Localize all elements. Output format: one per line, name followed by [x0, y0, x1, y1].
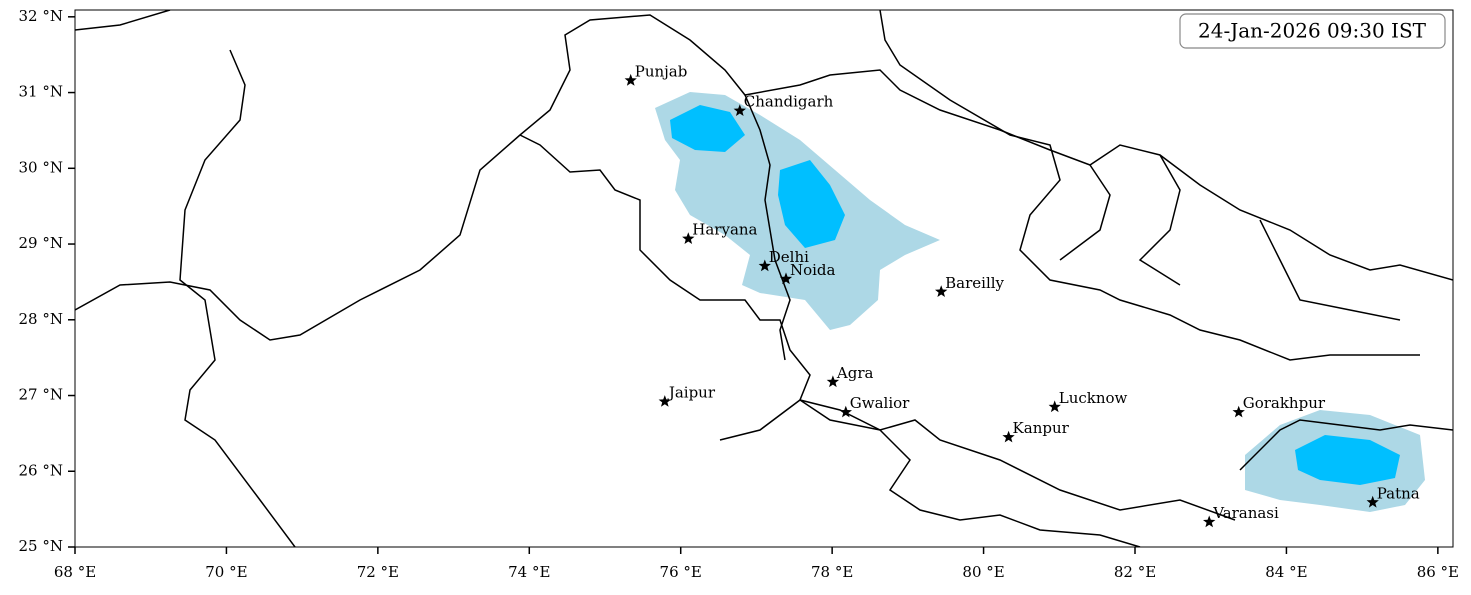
y-tick-label: 27 °N	[19, 386, 63, 404]
precipitation	[655, 92, 1425, 512]
city-marker	[624, 73, 637, 86]
city-marker	[779, 272, 793, 285]
x-tick-label: 72 °E	[357, 563, 399, 581]
city-marker	[733, 104, 746, 116]
city-label: Kanpur	[1013, 419, 1070, 437]
x-tick-label: 84 °E	[1265, 563, 1307, 581]
x-tick-label: 76 °E	[660, 563, 702, 581]
y-tick-label: 25 °N	[19, 537, 63, 555]
city-label: Jaipur	[667, 384, 716, 402]
city-marker	[839, 405, 852, 418]
x-tick-label: 68 °E	[54, 563, 96, 581]
city-label: Noida	[790, 261, 836, 279]
y-tick-label: 31 °N	[19, 83, 63, 101]
city-label: Bareilly	[945, 274, 1004, 292]
legend-box: 24-Jan-2026 09:30 IST	[1179, 13, 1446, 49]
city-marker	[1203, 515, 1216, 528]
y-tick-label: 30 °N	[19, 158, 63, 176]
city-label: Haryana	[692, 221, 757, 239]
x-tick-label: 70 °E	[205, 563, 247, 581]
x-tick-label: 80 °E	[962, 563, 1004, 581]
city-label: Agra	[836, 364, 874, 382]
x-tick-label: 78 °E	[811, 563, 853, 581]
city-marker	[758, 259, 771, 272]
y-tick-label: 28 °N	[19, 310, 63, 328]
city-marker	[1002, 430, 1015, 443]
city-marker	[826, 375, 840, 388]
city-marker	[935, 285, 948, 297]
y-tick-label: 26 °N	[19, 461, 63, 479]
city-marker	[682, 232, 695, 244]
city-marker	[1048, 400, 1061, 413]
city-label: Gorakhpur	[1243, 394, 1326, 412]
timestamp: 24-Jan-2026 09:30 IST	[1198, 19, 1427, 43]
x-tick-label: 86 °E	[1417, 563, 1459, 581]
city-label: Gwalior	[850, 394, 910, 412]
city-marker	[1366, 495, 1379, 508]
city-label: Patna	[1377, 484, 1420, 502]
borders	[75, 10, 1453, 547]
city-marker	[658, 395, 671, 407]
y-tick-label: 32 °N	[19, 7, 63, 25]
city-label: Lucknow	[1059, 389, 1128, 407]
map-frame	[74, 9, 1454, 548]
city-label: Chandigarh	[744, 93, 834, 111]
city-label: Varanasi	[1212, 504, 1279, 522]
map-layers	[75, 10, 1453, 547]
y-tick-label: 29 °N	[19, 234, 63, 252]
city-marker	[1232, 405, 1245, 418]
city-label: Punjab	[635, 62, 688, 80]
x-tick-label: 82 °E	[1114, 563, 1156, 581]
city-label: Delhi	[769, 248, 809, 266]
x-tick-label: 74 °E	[508, 563, 550, 581]
title-frame	[1179, 13, 1446, 49]
